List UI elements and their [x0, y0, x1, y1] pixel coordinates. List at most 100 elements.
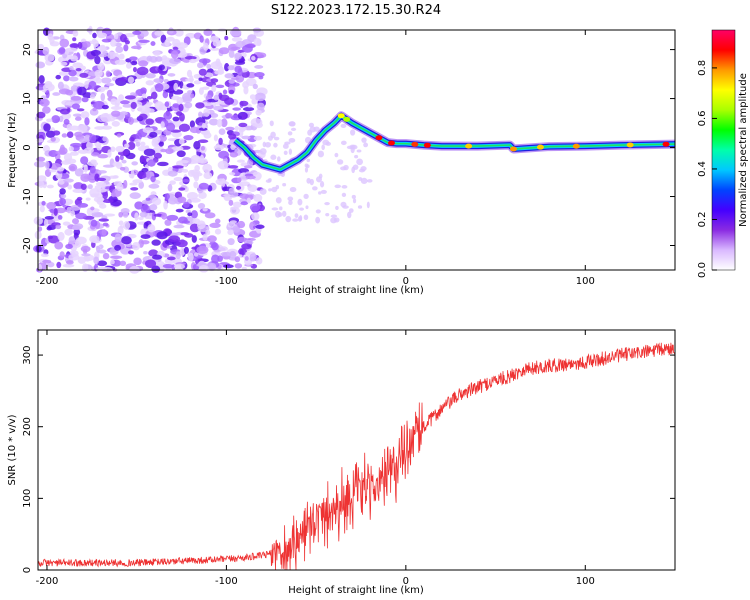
- heatmap-cell: [318, 191, 322, 195]
- heatmap-cell: [336, 159, 344, 165]
- heatmap-cell: [335, 205, 339, 210]
- heatmap-cell: [198, 87, 204, 95]
- heatmap-cell: [39, 205, 45, 213]
- heatmap-cell: [251, 55, 256, 61]
- heatmap-cell: [176, 150, 186, 158]
- heatmap-cell: [180, 232, 190, 236]
- heatmap-x-label: Height of straight line (km): [288, 285, 424, 296]
- heatmap-cell: [166, 245, 172, 249]
- heatmap-cell: [139, 211, 148, 218]
- heatmap-cell: [83, 164, 88, 173]
- ridge-hotspot: [626, 142, 634, 148]
- heatmap-cell: [98, 86, 110, 90]
- heatmap-cell: [305, 164, 310, 169]
- heatmap-cell: [180, 159, 189, 164]
- heatmap-cell: [156, 231, 168, 240]
- ridge-hotspot: [423, 142, 431, 148]
- heatmap-cell: [270, 154, 277, 160]
- heatmap-cell: [144, 106, 151, 113]
- heatmap-cell: [168, 27, 174, 34]
- heatmap-cell: [230, 206, 239, 210]
- heatmap-cell: [97, 62, 105, 71]
- heatmap-cell: [65, 260, 74, 265]
- heatmap-cell: [203, 171, 213, 180]
- heatmap-cell: [70, 95, 82, 101]
- heatmap-cell: [288, 137, 296, 143]
- heatmap-cell: [166, 214, 179, 221]
- heatmap-cell: [181, 220, 191, 224]
- heatmap-cell: [190, 93, 195, 99]
- heatmap-cell: [245, 175, 256, 180]
- heatmap-cell: [230, 144, 236, 151]
- heatmap-cell: [85, 197, 91, 201]
- heatmap-cell: [51, 213, 61, 222]
- heatmap-cell: [277, 156, 281, 162]
- heatmap-cell: [93, 196, 105, 203]
- heatmap-cell: [119, 225, 125, 229]
- heatmap-cell: [77, 149, 89, 154]
- heatmap-cell: [306, 177, 311, 184]
- heatmap-cell: [77, 86, 87, 96]
- heatmap-cell: [80, 156, 89, 165]
- heatmap-cell: [203, 28, 213, 37]
- heatmap-cell: [234, 263, 243, 269]
- heatmap-cell: [164, 38, 170, 47]
- heatmap-cell: [165, 147, 174, 155]
- heatmap-cell: [191, 235, 197, 243]
- heatmap-cell: [186, 69, 193, 78]
- heatmap-cell: [360, 177, 368, 185]
- heatmap-cell: [237, 68, 243, 77]
- heatmap-cell: [101, 104, 109, 110]
- heatmap-cell: [254, 92, 266, 102]
- heatmap-cell: [67, 184, 73, 190]
- heatmap-cell: [82, 132, 93, 137]
- heatmap-cell: [95, 181, 107, 186]
- heatmap-cell: [238, 122, 248, 128]
- heatmap-cell: [242, 44, 253, 53]
- heatmap-cell: [202, 233, 208, 241]
- heatmap-cell: [132, 241, 141, 251]
- heatmap-cell: [357, 205, 363, 209]
- heatmap-cell: [202, 163, 213, 173]
- heatmap-cell: [140, 204, 151, 214]
- y-tick-label: 0: [22, 144, 33, 150]
- heatmap-cell: [183, 246, 189, 254]
- colorbar-label: Normalized spectral amplitude: [738, 73, 749, 227]
- heatmap-cell: [90, 49, 101, 57]
- heatmap-cell: [288, 121, 296, 127]
- heatmap-cell: [150, 175, 156, 183]
- heatmap-cell: [225, 126, 235, 131]
- heatmap-cell: [213, 94, 220, 101]
- ridge-hotspot: [572, 143, 580, 149]
- heatmap-cell: [76, 108, 85, 112]
- heatmap-cell: [200, 146, 206, 151]
- heatmap-cell: [96, 177, 107, 182]
- heatmap-cell: [37, 180, 45, 188]
- heatmap-cell: [42, 106, 51, 114]
- heatmap-cell: [68, 253, 80, 261]
- colorbar-tick-label: 0.4: [697, 161, 708, 177]
- heatmap-cell: [236, 185, 242, 190]
- heatmap-cell: [134, 212, 139, 221]
- heatmap-cell: [240, 201, 249, 206]
- heatmap-cell: [47, 235, 53, 240]
- heatmap-cell: [287, 196, 294, 202]
- heatmap-cell: [69, 43, 80, 49]
- heatmap-cell: [207, 235, 217, 243]
- heatmap-cell: [319, 181, 325, 188]
- heatmap-cell: [224, 73, 234, 79]
- heatmap-cell: [334, 152, 339, 158]
- heatmap-cell: [130, 101, 137, 110]
- heatmap-cell: [193, 80, 202, 85]
- heatmap-cell: [52, 92, 61, 96]
- heatmap-cell: [127, 250, 134, 255]
- x-tick-label: 100: [576, 276, 595, 287]
- heatmap-cell: [133, 257, 142, 266]
- heatmap-cell: [238, 128, 244, 138]
- heatmap-cell: [41, 200, 46, 206]
- ridge-hotspot: [343, 116, 351, 122]
- heatmap-cell: [238, 181, 251, 187]
- heatmap-cell: [119, 111, 128, 116]
- heatmap-cell: [236, 159, 245, 163]
- heatmap-cell: [325, 141, 331, 146]
